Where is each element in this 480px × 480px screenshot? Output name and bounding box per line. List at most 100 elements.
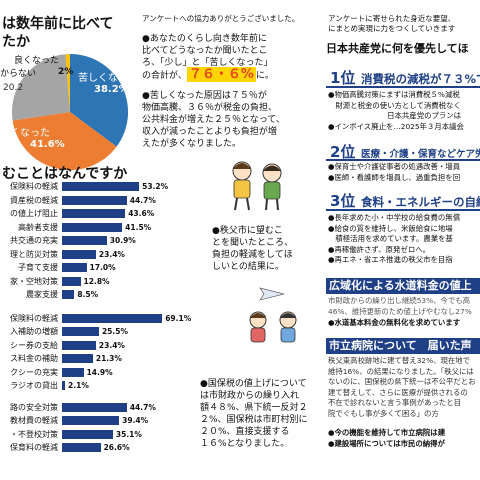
bar-value-label: 14.9% — [86, 367, 113, 377]
pie-slice-good — [65, 54, 70, 112]
rank2-line: ●医師・看護師を増員し、過重負担を回 — [328, 172, 461, 182]
hospital-bullet: ●今の機能を維持して市立病院は建 — [328, 428, 446, 437]
bar-value-label: 43.6% — [128, 209, 155, 218]
bar-value-label: 23.4% — [98, 249, 125, 259]
bar-category-label: ラジオの貸出 — [10, 381, 58, 390]
rank2-text: 医療・介護・保育などケア労働 — [361, 149, 480, 160]
wishes-bar-chart: 保険料の軽減 53.2% 資産税の軽減 44.7% の値上げ阻止 43.6% 高齢者支援 41… — [0, 180, 200, 460]
bar-value-label: 26.6% — [103, 443, 130, 452]
bullet-living-conditions: ●あなたのくらし向き数年前に 比べてどうなったか聞いたとこ ろ、「少し」と「苦し… — [142, 33, 312, 82]
bullet1-line: の合計が、 — [142, 71, 187, 81]
bar-category-label: ス料金の補助 — [10, 354, 58, 363]
bar-value-label: 2.1% — [68, 381, 89, 390]
bar-mark — [62, 402, 127, 412]
rank1-line: ●物価高騰対策にまずは消費税５%減税 — [328, 90, 460, 99]
bar-mark — [62, 313, 163, 323]
bullet-wishes: ●秩父市に望むこ とを聞いたところ、 負担の軽減をしてほ しいとの結果に。 — [212, 225, 304, 273]
hospital-bullets: ●今の機能を維持して市立病院は建 ●建設場所については市民の納得が — [328, 428, 480, 452]
pie-label-good: 良くなった — [14, 56, 60, 66]
rank1-number: 1位 — [330, 69, 356, 87]
rank1-heading: 1位 消費税の減税が７３%で — [330, 67, 480, 88]
bullet2-line: えたが多くなりました。 — [142, 139, 242, 149]
bar-category-label: 保険料の軽減 — [10, 313, 58, 323]
bar-mark — [62, 236, 107, 245]
bar-value-label: 21.3% — [95, 354, 122, 363]
bullet4-line: ●国保税の値上げについて — [200, 379, 307, 389]
bar-value-label: 23.4% — [98, 340, 125, 350]
rank3-details: ●長年求めた小・中学校の給食費の無償 ●給食の質を維持し、米飯給食に地場 積極活… — [328, 213, 480, 267]
pie-label-somewhat: しくなった — [0, 128, 50, 139]
rank1-details: ●物価高騰対策にまずは消費税５%減税 財源と税金の使い方として消費税なく 日本共… — [328, 90, 480, 132]
bullet3-line: ●秩父市に望むこ — [212, 226, 283, 236]
bar-mark — [62, 276, 81, 286]
bullet4-line: ２０%、直接支援する — [200, 427, 290, 437]
pie-question-line2: たか — [2, 34, 30, 50]
bullet4-line: １６%となりました。 — [200, 439, 290, 449]
bullet1-summary-line: の合計が、 ７６・６% に。 — [142, 67, 312, 82]
bar-category-label: クシーの充実 — [10, 367, 58, 377]
bullet-causes: ●苦しくなった原因は７５％が 物価高騰、３６％が税金の負担、 公共料金が増えた２… — [142, 90, 312, 150]
pie-label-good-pct: 2% — [58, 67, 74, 77]
hospital-line: 院でぐもし事が多くて困る」の方 — [328, 408, 439, 418]
bar-category-label: 路の安全対策 — [10, 402, 58, 412]
rank1-underline — [326, 86, 480, 88]
hospital-box-title: 市立病院について 届いた声 — [326, 338, 480, 354]
bullet1-line: ●あなたのくらし向き数年前に — [142, 34, 267, 44]
water-fee-details: 市財政からの繰り出し継続53%、今でも高 46%、維持更新のため値上げやむなし2… — [328, 296, 480, 318]
bar-mark — [62, 429, 113, 439]
bullet3-line: とを聞いたところ、 — [212, 238, 294, 248]
pie-label-somewhat-pct: 41.6% — [30, 139, 65, 150]
bar-mark — [62, 354, 93, 363]
hospital-line: 不在で診れないと言う事例があったと目 — [328, 398, 462, 407]
bar-value-label: 30.9% — [109, 236, 136, 245]
rank3-text: 食料・エネルギーの自給 — [361, 195, 480, 209]
rank3-line: ●再エネ・省エネ推進の秩父市を目指 — [328, 255, 453, 264]
pie-label-unknown-pct: 20.2 — [3, 83, 24, 93]
bullet4-line: は市財政からの繰り入れ — [200, 391, 300, 401]
bullet2-line: 物価高騰、３６％が税金の負担、 — [142, 103, 278, 113]
hospital-bullet: ●建設場所については市民の納得が — [328, 438, 445, 448]
bullet-nhi-tax: ●国保税の値上げについて は市財政からの繰り入れ 額４８%、県下統一反対２ ２%… — [200, 378, 322, 450]
rank1-text: 消費税の減税が７３%で — [361, 72, 480, 86]
bullet2-line: 収入が減ったことよりも負担が増 — [142, 127, 277, 137]
hospital-line: 秩父東高校跡地に建て替え32%、現在地で — [328, 356, 471, 365]
bar-mark — [62, 381, 66, 390]
pie-slice-somewhat-hard — [12, 112, 117, 171]
bullet1-tail: に。 — [255, 71, 274, 81]
kids-plane-illustration — [249, 287, 297, 343]
rank2-number: 2位 — [330, 143, 356, 161]
bar-value-label: 41.5% — [125, 222, 152, 232]
rank1-line: 日本共産党のプランは — [328, 111, 462, 120]
bullet2-line: ●苦しくなった原因は７５％が — [142, 91, 267, 101]
water-fee-bullet: ●水道基本料金の無料化を求めています — [328, 318, 461, 327]
bar-category-label: 資産税の軽減 — [10, 195, 58, 205]
rank3-number: 3位 — [330, 192, 356, 210]
pie-slice-unknown — [11, 54, 70, 121]
bullet3-line: しいとの結果に。 — [212, 262, 284, 272]
bar-mark — [62, 182, 140, 191]
rank2-line: ●保育士や介護従事者の処遇改善・増員 — [328, 162, 461, 171]
bar-category-label: 子育て支援 — [18, 263, 58, 272]
rank3-line: 積極活用を求めています。農業を基 — [328, 234, 453, 243]
bar-mark — [62, 327, 99, 336]
bar-category-label: 入補助の増額 — [10, 327, 58, 336]
bullet4-line: ２%、国保税は市町村別に — [200, 415, 308, 425]
bar-category-label: 農家支援 — [26, 290, 58, 299]
pie-question-line1: は数年前に比べて — [2, 16, 114, 32]
bar-value-label: 53.2% — [142, 182, 169, 191]
bar-value-label: 35.1% — [115, 429, 142, 439]
rank2-heading: 2位 医療・介護・保育などケア労働 — [330, 141, 480, 162]
water-fee-box-title: 広域化による水道料金の値上 — [326, 278, 480, 294]
right-intro-line: にまとめ実現に力をつくしていきます — [328, 24, 456, 33]
rank2-details: ●保育士や介護従事者の処遇改善・増員 ●医師・看護師を増員し、過重負担を回 — [328, 162, 480, 184]
bar-category-label: 理と防災対策 — [10, 249, 58, 259]
hospital-details: 秩父東高校跡地に建て替え32%、現在地で 維持16%、の結果になりました。「秩父… — [328, 356, 480, 420]
rank3-line: ●給食の質を維持し、米飯給食に地場 — [328, 223, 453, 233]
bar-mark — [62, 367, 84, 377]
bar-category-label: 保育料の軽減 — [10, 443, 58, 452]
middle-intro: アンケートへの協力ありがとうございました。 — [142, 14, 300, 23]
bar-value-label: 8.5% — [77, 290, 99, 299]
bar-value-label: 17.0% — [89, 263, 116, 272]
pie-label-hard: 苦しくなった — [78, 73, 138, 84]
water-fee-line: 46%、維持更新のため値上げやむなし27% — [328, 306, 472, 316]
